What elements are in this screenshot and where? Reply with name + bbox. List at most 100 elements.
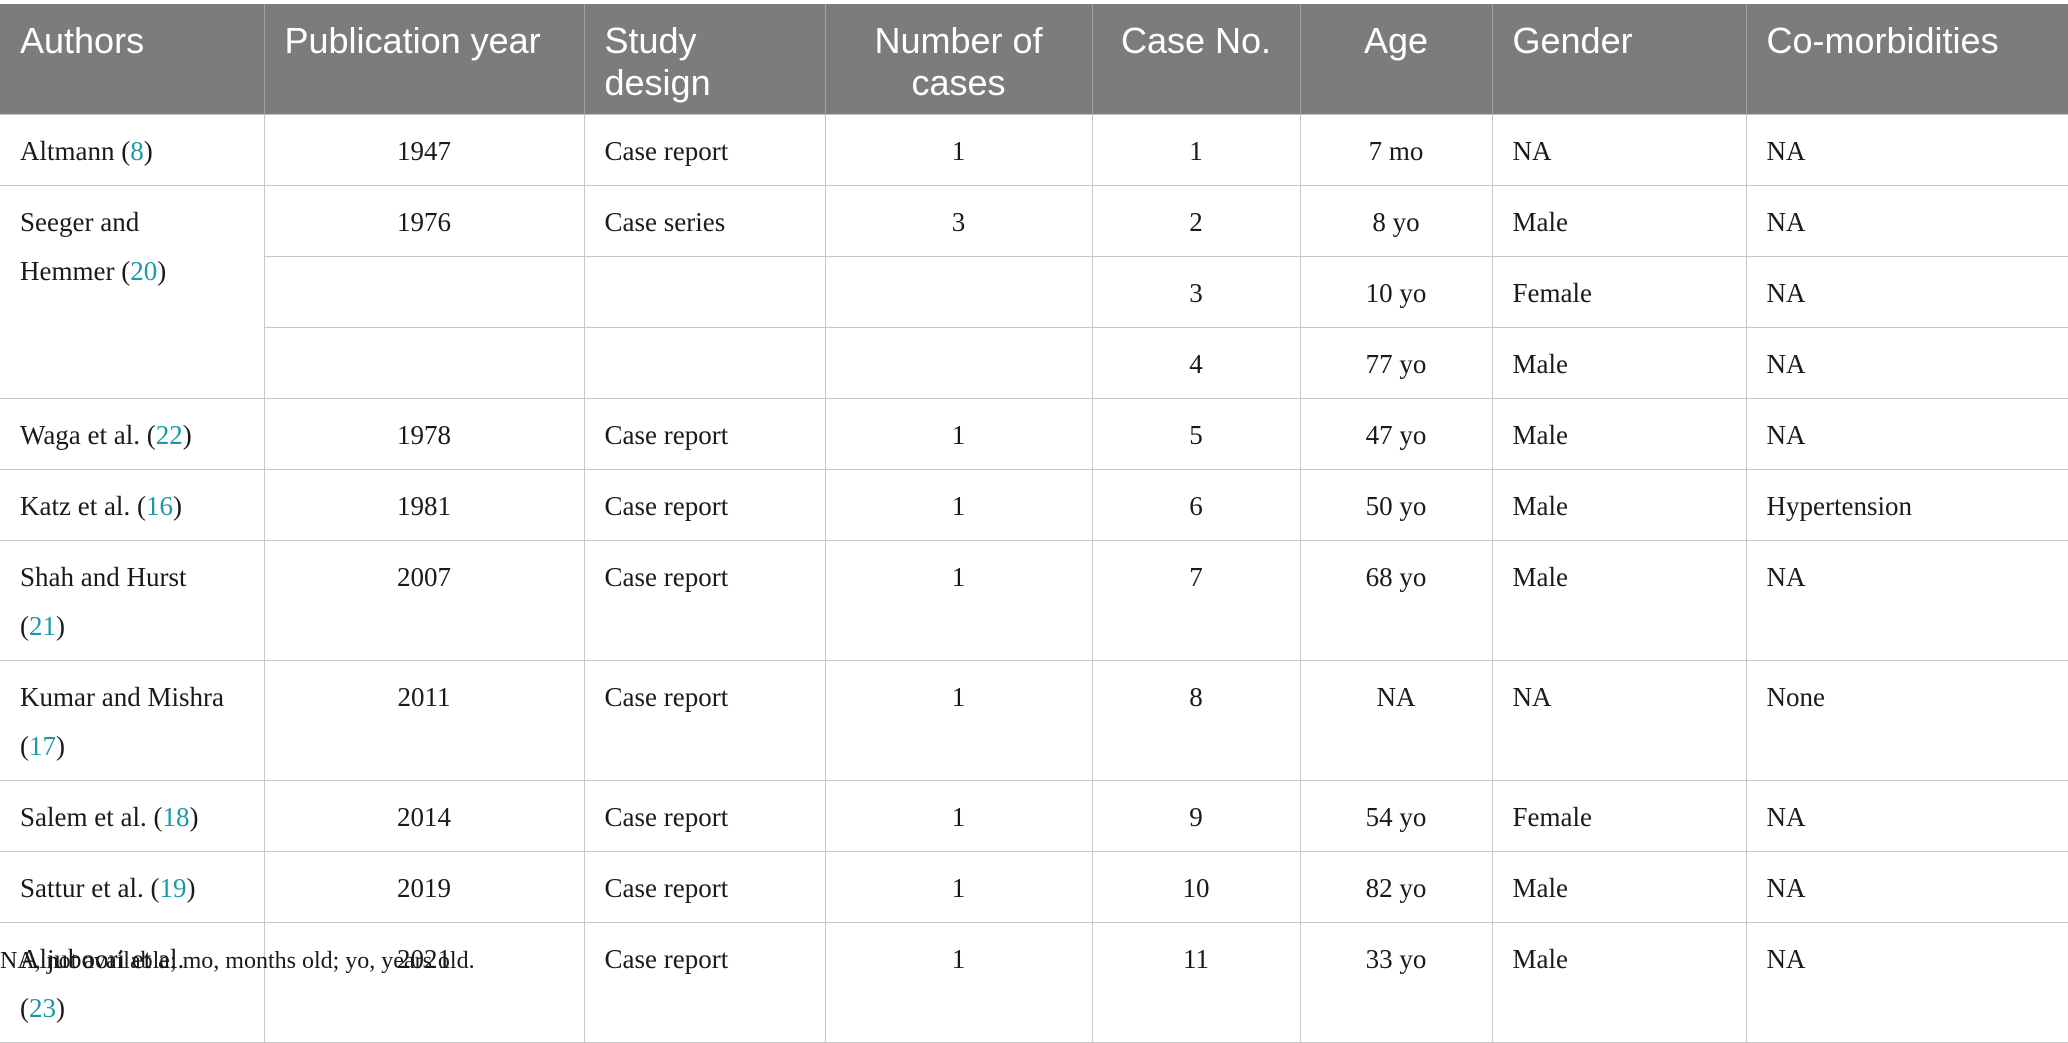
header-number-of-cases-line2: cases — [911, 62, 1006, 103]
author-text: Waga et al. ( — [20, 420, 156, 450]
table-row: Waga et al. (22) 1978 Case report 1 5 47… — [0, 398, 2068, 470]
table-row: Sattur et al. (19) 2019 Case report 1 10… — [0, 851, 2068, 923]
header-publication-year: Publication year — [263, 4, 584, 115]
cell-comorbidities: NA — [1745, 398, 2068, 470]
cell-gender: Male — [1491, 922, 1747, 1043]
cell-author: Altmann (8) — [0, 114, 265, 186]
cell-year — [264, 256, 585, 328]
cell-case-no: 8 — [1091, 660, 1301, 781]
cell-number-of-cases: 1 — [824, 398, 1093, 470]
cell-gender: Female — [1491, 256, 1747, 328]
cell-gender: Male — [1491, 185, 1747, 257]
cell-age: 7 mo — [1299, 114, 1493, 186]
cell-age: 68 yo — [1299, 540, 1493, 661]
cell-number-of-cases: 1 — [824, 922, 1093, 1043]
cell-year — [264, 327, 585, 399]
header-study-design-line1: Study — [604, 20, 697, 61]
reference-link[interactable]: 16 — [145, 491, 173, 521]
cell-age: 54 yo — [1299, 780, 1493, 852]
cell-number-of-cases: 1 — [824, 780, 1093, 852]
reference-link[interactable]: 8 — [130, 136, 144, 166]
table-container: Authors Publication year Study design Num… — [0, 4, 2068, 1043]
cell-gender: Male — [1491, 540, 1747, 661]
paren-close: ) — [56, 611, 65, 641]
cell-case-no: 10 — [1091, 851, 1301, 923]
reference-link[interactable]: 20 — [130, 256, 158, 286]
cell-comorbidities: NA — [1745, 780, 2068, 852]
cell-comorbidities: NA — [1745, 540, 2068, 661]
paren-close: ) — [56, 731, 65, 761]
cell-design: Case report — [583, 922, 826, 1043]
header-authors: Authors — [0, 4, 264, 115]
reference-link[interactable]: 21 — [29, 611, 56, 641]
cell-case-no: 9 — [1091, 780, 1301, 852]
cell-gender: Male — [1491, 327, 1747, 399]
paren-open: ( — [20, 731, 29, 761]
cell-age: 10 yo — [1299, 256, 1493, 328]
author-text: Seeger and — [20, 207, 140, 237]
author-text: Shah and Hurst — [20, 562, 187, 592]
cell-age: NA — [1299, 660, 1493, 781]
paren-close: ) — [56, 993, 65, 1023]
cell-case-no: 7 — [1091, 540, 1301, 661]
cell-age: 82 yo — [1299, 851, 1493, 923]
cell-comorbidities: Hypertension — [1745, 469, 2068, 541]
cell-case-no: 2 — [1091, 185, 1301, 257]
cell-gender: Male — [1491, 469, 1747, 541]
cell-author: Kumar and Mishra (17) — [0, 660, 265, 781]
cell-number-of-cases — [824, 327, 1093, 399]
reference-link[interactable]: 17 — [29, 731, 56, 761]
cell-design — [583, 256, 826, 328]
cell-year: 2007 — [263, 540, 585, 661]
paren-close: ) — [157, 256, 167, 286]
header-study-design-line2: design — [604, 62, 711, 103]
cell-design: Case report — [583, 469, 826, 541]
author-text: Kumar and Mishra — [20, 682, 224, 712]
cell-year: 2014 — [263, 780, 585, 852]
cell-age: 47 yo — [1299, 398, 1493, 470]
header-number-of-cases-line1: Number of — [874, 20, 1043, 61]
table-row: 4 77 yo Male NA — [0, 327, 2068, 399]
header-gender: Gender — [1491, 4, 1746, 115]
author-text: Sattur et al. ( — [20, 873, 160, 903]
cell-comorbidities: NA — [1745, 851, 2068, 923]
cell-year: 2011 — [263, 660, 585, 781]
cell-author: Seeger and Hemmer (20) — [0, 185, 265, 399]
table-row: Shah and Hurst (21) 2007 Case report 1 7 … — [0, 540, 2068, 661]
cell-case-no: 11 — [1091, 922, 1301, 1043]
header-row: Authors Publication year Study design Num… — [0, 4, 2068, 115]
table-footnote: NA, not available; mo, months old; yo, y… — [0, 948, 475, 974]
cell-year: 1978 — [263, 398, 585, 470]
header-age: Age — [1299, 4, 1492, 115]
cell-year: 2021 — [263, 922, 585, 1043]
cell-year: 1976 — [263, 185, 585, 257]
author-text: Katz et al. ( — [20, 491, 146, 521]
reference-link[interactable]: 23 — [29, 993, 56, 1023]
table-row: Kumar and Mishra (17) 2011 Case report 1 … — [0, 660, 2068, 781]
cell-gender: NA — [1491, 660, 1747, 781]
cell-author: Katz et al. (16) — [0, 469, 265, 541]
paren-open: ( — [20, 611, 29, 641]
cell-author: Sattur et al. (19) — [0, 851, 265, 923]
reference-link[interactable]: 22 — [155, 420, 183, 450]
cell-author: Shah and Hurst (21) — [0, 540, 265, 661]
cell-age: 33 yo — [1299, 922, 1493, 1043]
cell-design: Case series — [583, 185, 826, 257]
paren-close: ) — [172, 491, 182, 521]
cell-number-of-cases: 1 — [824, 851, 1093, 923]
author-text: Hemmer ( — [20, 256, 131, 286]
cell-case-no: 6 — [1091, 469, 1301, 541]
cell-design: Case report — [583, 398, 826, 470]
paren-close: ) — [186, 873, 196, 903]
cell-author: Salem et al. (18) — [0, 780, 265, 852]
cell-comorbidities: NA — [1745, 114, 2068, 186]
cell-number-of-cases: 3 — [824, 185, 1093, 257]
reference-link[interactable]: 19 — [159, 873, 187, 903]
cell-gender: Male — [1491, 398, 1747, 470]
cell-age: 77 yo — [1299, 327, 1493, 399]
cell-comorbidities: NA — [1745, 185, 2068, 257]
header-number-of-cases: Number of cases — [824, 4, 1092, 115]
cell-design: Case report — [583, 114, 826, 186]
cell-case-no: 3 — [1091, 256, 1301, 328]
reference-link[interactable]: 18 — [162, 802, 190, 832]
